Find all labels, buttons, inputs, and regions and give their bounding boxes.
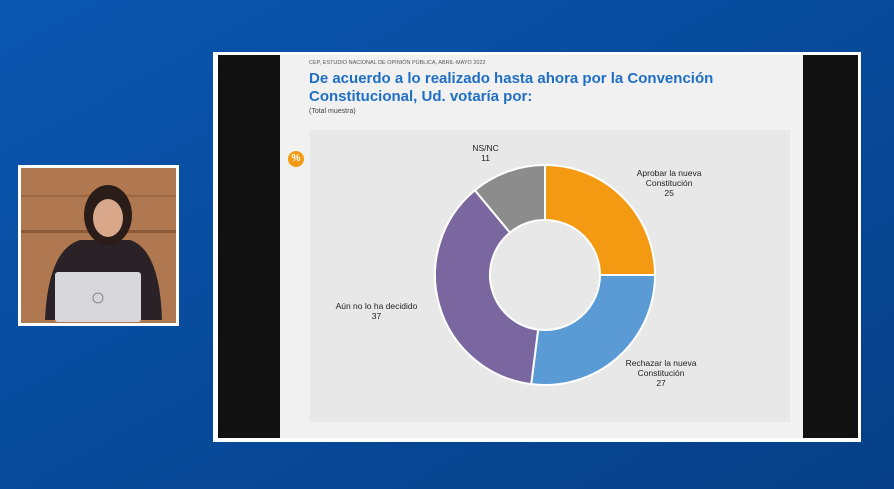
label-name: Rechazar la nueva Constitución: [625, 357, 697, 378]
webcam: [18, 165, 179, 326]
pie-segment: [434, 188, 540, 386]
source: CEP, ESTUDIO NACIONAL DE OPINIÓN PÚBLICA…: [309, 60, 486, 66]
label-name: Aún no lo ha decidido: [335, 301, 418, 312]
segment-label: Aprobar la nueva Constitución 25: [614, 168, 724, 198]
unit-badge: %: [288, 151, 304, 167]
subtitle: (Total muestra): [309, 108, 356, 115]
segment-label: Aún no lo ha decidido 37: [321, 301, 431, 321]
chart-title: De acuerdo a lo realizado hasta ahora po…: [309, 70, 714, 105]
label-value: 37: [371, 311, 382, 322]
label-value: 11: [481, 152, 490, 163]
label-name: NS/NC: [472, 142, 499, 153]
pie-segment: [530, 274, 657, 386]
label-value: 25: [664, 188, 674, 199]
segment-label: Rechazar la nueva Constitución 27: [606, 358, 716, 388]
pie-segment: [544, 163, 657, 276]
letterbox-right: [803, 55, 858, 438]
label-value: 27: [656, 377, 666, 388]
laptop-logo: [92, 292, 104, 304]
segment-label: NS/NC 11: [431, 143, 541, 163]
label-name: Aprobar la nueva Constitución: [636, 168, 702, 189]
person-face: [93, 199, 123, 237]
laptop: [55, 272, 141, 322]
letterbox-left: [218, 55, 280, 438]
pie-segment: [473, 163, 546, 235]
